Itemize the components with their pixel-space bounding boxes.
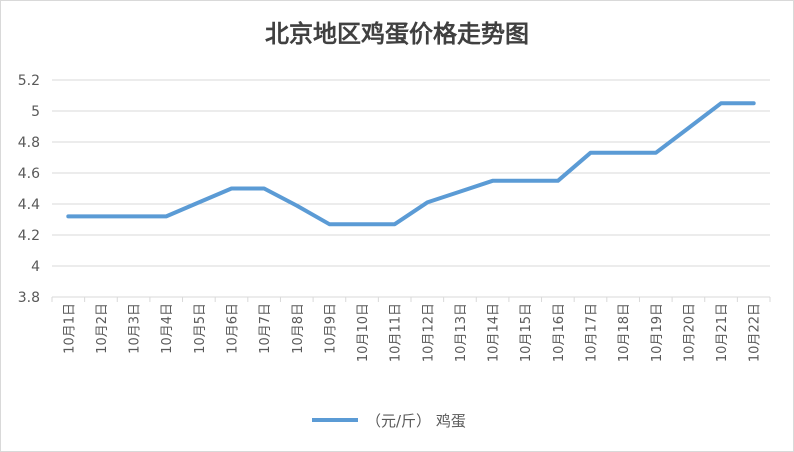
- x-tick-label: 10月16日: [552, 303, 567, 362]
- legend-swatch: [312, 418, 358, 422]
- legend: （元/斤） 鸡蛋: [312, 408, 466, 432]
- y-tick-label: 4.8: [18, 135, 40, 151]
- x-tick-label: 10月10日: [356, 303, 371, 362]
- x-tick-label: 10月17日: [585, 303, 600, 362]
- x-tick-label: 10月3日: [128, 303, 143, 354]
- x-tick-label: 10月11日: [389, 303, 404, 362]
- x-tick-label: 10月15日: [519, 303, 534, 362]
- y-tick-label: 4.4: [18, 197, 40, 213]
- x-tick-label: 10月8日: [291, 303, 306, 354]
- x-tick-label: 10月2日: [95, 303, 110, 354]
- x-tick-label: 10月13日: [454, 303, 469, 362]
- x-tick-label: 10月7日: [258, 303, 273, 354]
- x-tick-label: 10月6日: [226, 303, 241, 354]
- x-tick-label: 10月18日: [617, 303, 632, 362]
- y-tick-label: 5.2: [18, 73, 40, 89]
- x-tick-label: 10月22日: [748, 303, 763, 362]
- y-tick-label: 4.2: [18, 228, 40, 244]
- y-tick-label: 4: [31, 259, 40, 275]
- x-tick-label: 10月4日: [160, 303, 175, 354]
- x-tick-label: 10月1日: [62, 303, 77, 354]
- x-tick-label: 10月19日: [650, 303, 665, 362]
- y-tick-label: 4.6: [18, 166, 40, 182]
- x-tick-label: 10月21日: [715, 303, 730, 362]
- legend-label: （元/斤） 鸡蛋: [366, 411, 466, 430]
- y-tick-label: 3.8: [18, 290, 40, 306]
- y-tick-label: 5: [31, 104, 40, 120]
- series-line: [66, 101, 756, 227]
- x-tick-label: 10月14日: [487, 303, 502, 362]
- x-tick-label: 10月20日: [682, 303, 697, 362]
- x-tick-label: 10月9日: [323, 303, 338, 354]
- x-tick-label: 10月12日: [421, 303, 436, 362]
- x-tick-label: 10月5日: [193, 303, 208, 354]
- chart-title: 北京地区鸡蛋价格走势图: [265, 19, 529, 48]
